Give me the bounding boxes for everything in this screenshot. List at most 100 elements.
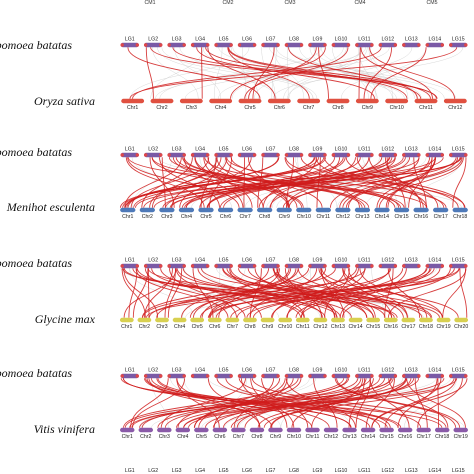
chromosome-end-marker (331, 374, 336, 378)
chromosome-label: Chr3 (186, 105, 197, 111)
bottom-chromosome-chr3: Chr3 (179, 98, 203, 111)
chromosome-bar (378, 42, 398, 48)
top-header-label: CM1 (145, 0, 156, 6)
chromosome-end-marker (346, 374, 351, 378)
bottom-chromosome-chr19: Chr19 (437, 317, 451, 330)
chromosome-end-marker (425, 43, 429, 47)
bottom-chromosome-chr14: Chr14 (360, 427, 376, 440)
chromosome-end-marker (370, 374, 374, 378)
bottom-chromosome-chr15: Chr15 (379, 427, 394, 440)
chromosome-label: LG8 (289, 468, 299, 474)
chromosome-label: Chr16 (414, 214, 428, 220)
synteny-panel: Ipomoea batatas Vitis vinifera LG1 LG2 LG3 LG… (0, 366, 468, 440)
top-chromosome-lg6: LG6 (237, 147, 257, 158)
chromosome-label: LG5 (219, 368, 229, 374)
synteny-link (177, 378, 281, 428)
chromosome-end-marker (464, 374, 468, 378)
synteny-link (452, 157, 467, 208)
chromosome-bar (433, 207, 449, 213)
synteny-link (243, 157, 245, 208)
chromosome-bar (355, 373, 374, 379)
chromosome-label: LG15 (452, 37, 465, 43)
synteny-panel: Ipomoea batatas Oryza sativa LG1 LG2 LG3 LG4 L… (0, 37, 468, 111)
bottom-species-label: Menihot esculenta (6, 200, 95, 214)
chromosome-bar (121, 98, 145, 104)
chromosome-end-marker (237, 153, 242, 157)
chromosome-end-marker (370, 153, 374, 157)
chromosome-label: LG10 (335, 37, 348, 43)
synteny-link (249, 268, 318, 318)
chromosome-end-marker (159, 153, 163, 157)
synteny-link (192, 268, 290, 318)
chromosome-end-marker (299, 43, 304, 47)
bottom-chromosome-chr16: Chr16 (384, 317, 398, 330)
chromosome-bar (157, 427, 172, 433)
chromosome-label: LG6 (242, 258, 252, 264)
chromosome-bar (452, 207, 468, 213)
chromosome-end-marker (237, 43, 242, 47)
synteny-link (183, 378, 407, 428)
chromosome-bar (378, 152, 398, 158)
bottom-chromosome-chr12: Chr12 (335, 207, 351, 220)
chromosome-label: LG6 (242, 468, 252, 474)
bottom-chromosome-chr6: Chr6 (267, 98, 291, 111)
chromosome-end-marker (159, 374, 163, 378)
chromosome-label: Chr12 (336, 214, 350, 220)
chromosome-end-marker (355, 43, 359, 47)
chromosome-label: LG6 (242, 37, 252, 43)
chromosome-label: LG13 (405, 258, 418, 264)
bottom-species-label: Oryza sativa (34, 94, 95, 108)
chromosome-bar (167, 373, 186, 379)
chromosome-bar (190, 263, 210, 269)
top-species-label: Ipomoea batatas (0, 145, 72, 159)
synteny-link (300, 157, 466, 208)
chromosome-end-marker (323, 43, 327, 47)
chromosome-label: Chr5 (192, 324, 203, 330)
chromosome-end-marker (393, 374, 398, 378)
chromosome-bar (360, 427, 376, 433)
synteny-link (206, 157, 346, 208)
synteny-link (417, 378, 463, 428)
synteny-link (287, 47, 413, 99)
synteny-link (321, 268, 459, 318)
synteny-link (148, 268, 366, 318)
chromosome-end-marker (252, 264, 257, 268)
chromosome-end-marker (464, 264, 468, 268)
bottom-chromosome-chr1: Chr1 (121, 98, 145, 111)
synteny-link (152, 47, 199, 99)
chromosome-label: Chr19 (454, 434, 468, 440)
synteny-link (164, 268, 176, 318)
top-chromosome-lg8: LG8 (284, 258, 304, 269)
synteny-link (288, 157, 411, 208)
synteny-link (208, 157, 233, 208)
chromosome-bar (355, 42, 374, 48)
chromosome-label: LG14 (428, 147, 441, 153)
chromosome-label: Chr13 (331, 324, 345, 330)
bottom-chromosome-chr16: Chr16 (413, 207, 429, 220)
chromosome-bar (335, 207, 351, 213)
synteny-link (339, 157, 433, 208)
chromosome-bar (308, 373, 327, 379)
synteny-link (369, 47, 409, 99)
bottom-chromosome-chr3: Chr3 (155, 317, 169, 330)
chromosome-bar (331, 152, 351, 158)
chromosome-label: LG14 (428, 37, 441, 43)
chromosome-label: Chr6 (209, 324, 220, 330)
top-chromosome-lg13: LG13 (402, 37, 421, 48)
chromosome-label: Chr2 (156, 105, 167, 111)
synteny-panels: Ipomoea batatas Oryza sativa LG1 LG2 LG3 LG4 L… (0, 37, 468, 441)
bottom-chromosome-chr1: Chr1 (119, 317, 134, 330)
chromosome-bar (231, 427, 246, 433)
synteny-link (257, 157, 264, 208)
chromosome-label: Chr9 (270, 434, 281, 440)
chromosome-end-marker (252, 374, 257, 378)
chromosome-end-marker (346, 43, 351, 47)
synteny-link (251, 378, 447, 428)
bottom-chromosome-chr17: Chr17 (416, 427, 431, 440)
synteny-link (194, 157, 289, 208)
bottom-chromosome-chr15: Chr15 (366, 317, 380, 330)
chromosome-bar (355, 263, 374, 269)
chromosome-end-marker (167, 374, 171, 378)
chromosome-label: LG11 (358, 368, 370, 374)
chromosome-end-marker (323, 153, 327, 157)
